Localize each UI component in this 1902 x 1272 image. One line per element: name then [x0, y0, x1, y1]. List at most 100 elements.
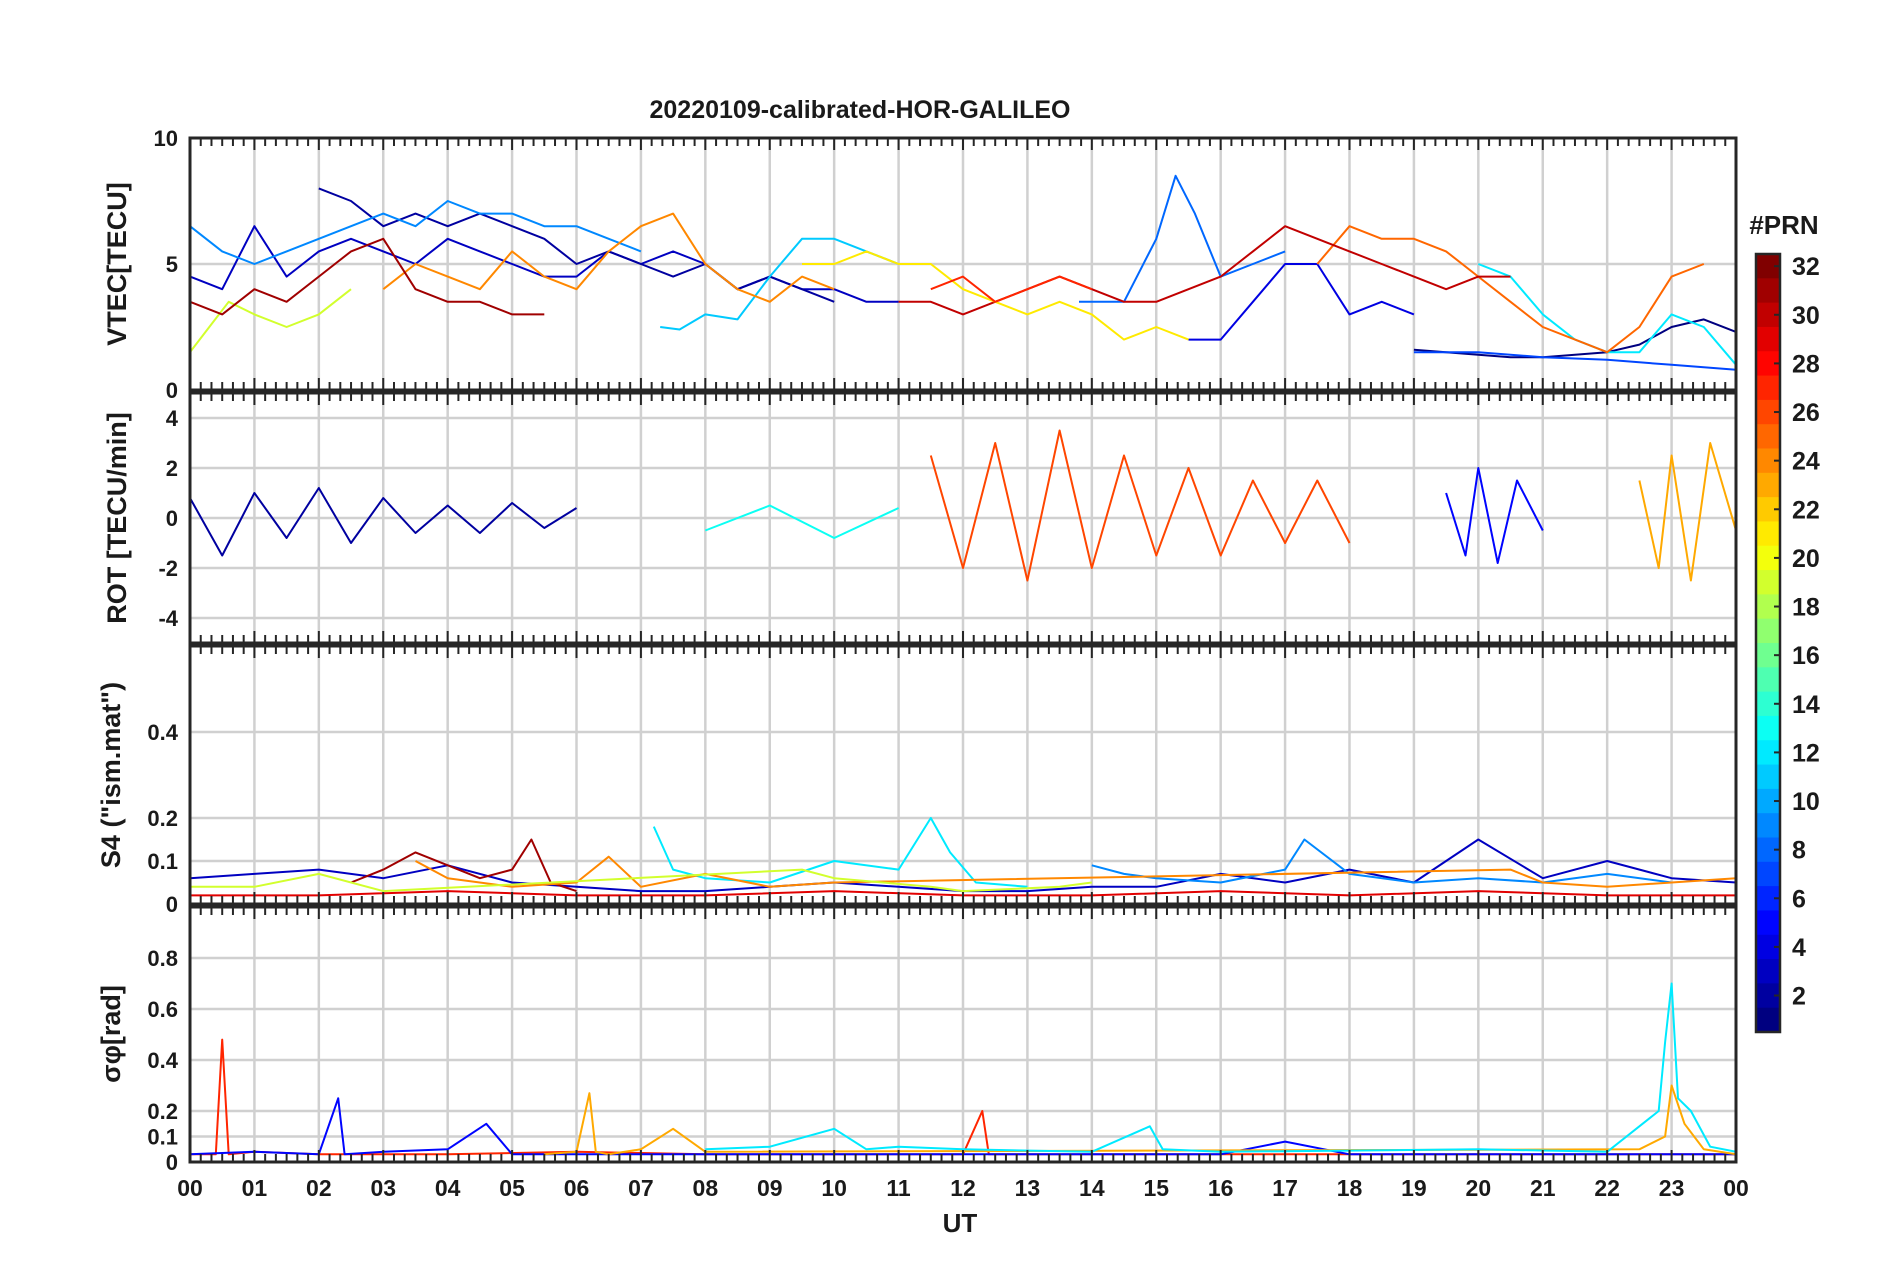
colorbar-tick-label: 12 [1792, 739, 1820, 767]
x-tick-label: 17 [1272, 1175, 1298, 1201]
x-tick-label: 01 [242, 1175, 268, 1201]
series-prn-12 [652, 817, 1028, 888]
x-tick-label: 06 [564, 1175, 590, 1201]
series-prn-31 [190, 237, 545, 316]
x-tick-label: 22 [1594, 1175, 1620, 1201]
x-tick-label: 07 [628, 1175, 654, 1201]
series-prn-7 [1413, 351, 1736, 371]
colorbar-frame [1754, 252, 1782, 1034]
y-tick-label: 0 [166, 506, 178, 531]
series-prn-19 [190, 868, 1092, 893]
x-tick-label: 10 [821, 1175, 847, 1201]
series-prn-25 [1316, 225, 1705, 354]
series-group [190, 174, 1736, 371]
x-tick-label: 00 [1723, 1175, 1749, 1201]
series-prn-31 [350, 838, 577, 893]
series-prn-4 [1188, 263, 1415, 341]
x-tick-label: 13 [1015, 1175, 1041, 1201]
colorbar-tick-label: 28 [1792, 350, 1820, 378]
y-tick-label: 0.1 [147, 1125, 178, 1150]
colorbar-segment [1756, 959, 1780, 984]
series-prn-23 [1638, 442, 1736, 582]
x-tick-label: 23 [1659, 1175, 1685, 1201]
series-prn-13 [704, 504, 900, 539]
colorbar-title: #PRN [1749, 210, 1818, 240]
panel-S4: 0 0.1 0.2 0.4 S4 ("ism.mat") [96, 644, 1738, 917]
series-prn-19 [190, 288, 352, 353]
y-tick-label: -4 [158, 606, 178, 631]
y-tick-label: 5 [166, 252, 178, 277]
y-tick-label: 10 [154, 126, 178, 151]
colorbar-segment [1756, 521, 1780, 547]
colorbar-tick-label: 18 [1792, 594, 1820, 622]
x-tick-label: 21 [1530, 1175, 1556, 1201]
x-tick-label: 11 [886, 1175, 911, 1201]
y-tick-label: 0 [166, 1150, 178, 1175]
x-tick-label: 18 [1337, 1175, 1363, 1201]
colorbar-segment [1756, 375, 1780, 401]
colorbar-segment [1756, 861, 1780, 887]
x-tick-label: 08 [693, 1175, 719, 1201]
x-tick-label: 16 [1208, 1175, 1234, 1201]
y-tick-label: 0.8 [147, 946, 178, 971]
colorbar-tick-label: 16 [1792, 642, 1820, 670]
colorbar-segment [1756, 570, 1780, 595]
x-axis-label: UT [943, 1208, 978, 1238]
x-tick-label: 05 [499, 1175, 525, 1201]
series-prn-2 [190, 487, 578, 557]
colorbar-tick-label: 30 [1792, 302, 1820, 330]
y-tick-label: 0 [166, 378, 178, 403]
y-tick-label: 0.1 [147, 849, 178, 874]
x-tick-label: 04 [435, 1175, 461, 1201]
x-tick-label: 00 [177, 1175, 203, 1201]
series-prn-8 [1079, 174, 1286, 303]
series-prn-27 [930, 275, 1093, 303]
colorbar-tick-label: 8 [1792, 837, 1806, 865]
y-tick-label: 0.2 [147, 1099, 178, 1124]
x-tick-label: 14 [1079, 1175, 1105, 1201]
x-tick-label: 12 [950, 1175, 976, 1201]
colorbar-segment [1756, 326, 1780, 352]
panel-sigma_phi: 00.10.2 0.4 0.6 0.8 σφ[rad] 00 01 02 03 04 05 06 07 0… [96, 905, 1749, 1201]
chart-title: 20220109-calibrated-HOR-GALILEO [650, 96, 1071, 124]
series-prn-2 [318, 187, 835, 303]
panel-ROT: -4 -2 0 2 4 ROT [TECU/min] [102, 391, 1738, 645]
x-tick-label: 15 [1143, 1175, 1169, 1201]
series-prn-26 [929, 429, 1351, 582]
series-group [190, 429, 1736, 582]
y-tick-label: 0.4 [147, 720, 178, 745]
y-tick-label: 4 [166, 406, 179, 431]
series-prn-24 [415, 855, 1736, 888]
series-prn-9 [190, 200, 642, 265]
x-tick-label: 19 [1401, 1175, 1427, 1201]
panel-VTEC: 0 5 10 VTEC[TECU] [102, 126, 1738, 403]
x-tick-label: 02 [306, 1175, 332, 1201]
series-prn-23 [544, 1084, 1736, 1156]
colorbar-segment [1756, 764, 1780, 790]
colorbar-tick-label: 4 [1792, 934, 1806, 962]
colorbar-tick-label: 24 [1792, 448, 1820, 476]
colorbar-segment [1756, 278, 1780, 304]
series-prn-5 [1445, 467, 1544, 564]
colorbar-segment [1756, 813, 1780, 839]
series-prn-11 [660, 237, 899, 331]
colorbar-tick-label: 2 [1792, 983, 1806, 1011]
y-tick-label: 0.6 [147, 997, 178, 1022]
colorbar-segment [1756, 910, 1780, 936]
y-tick-label: 0.2 [147, 806, 178, 831]
colorbar-segment [1756, 472, 1780, 498]
y-tick-label: 0.4 [147, 1048, 178, 1073]
y-axis-label: VTEC[TECU] [102, 182, 132, 346]
y-tick-label: 2 [166, 456, 178, 481]
colorbar-tick-label: 32 [1792, 253, 1820, 281]
colorbar-segment [1756, 667, 1780, 693]
x-tick-label: 03 [370, 1175, 396, 1201]
series-prn-9 [1091, 838, 1672, 884]
colorbar-segment [1756, 618, 1780, 644]
y-axis-label: S4 ("ism.mat") [96, 682, 126, 868]
colorbar-tick-label: 22 [1792, 496, 1820, 524]
y-tick-label: -2 [158, 556, 178, 581]
